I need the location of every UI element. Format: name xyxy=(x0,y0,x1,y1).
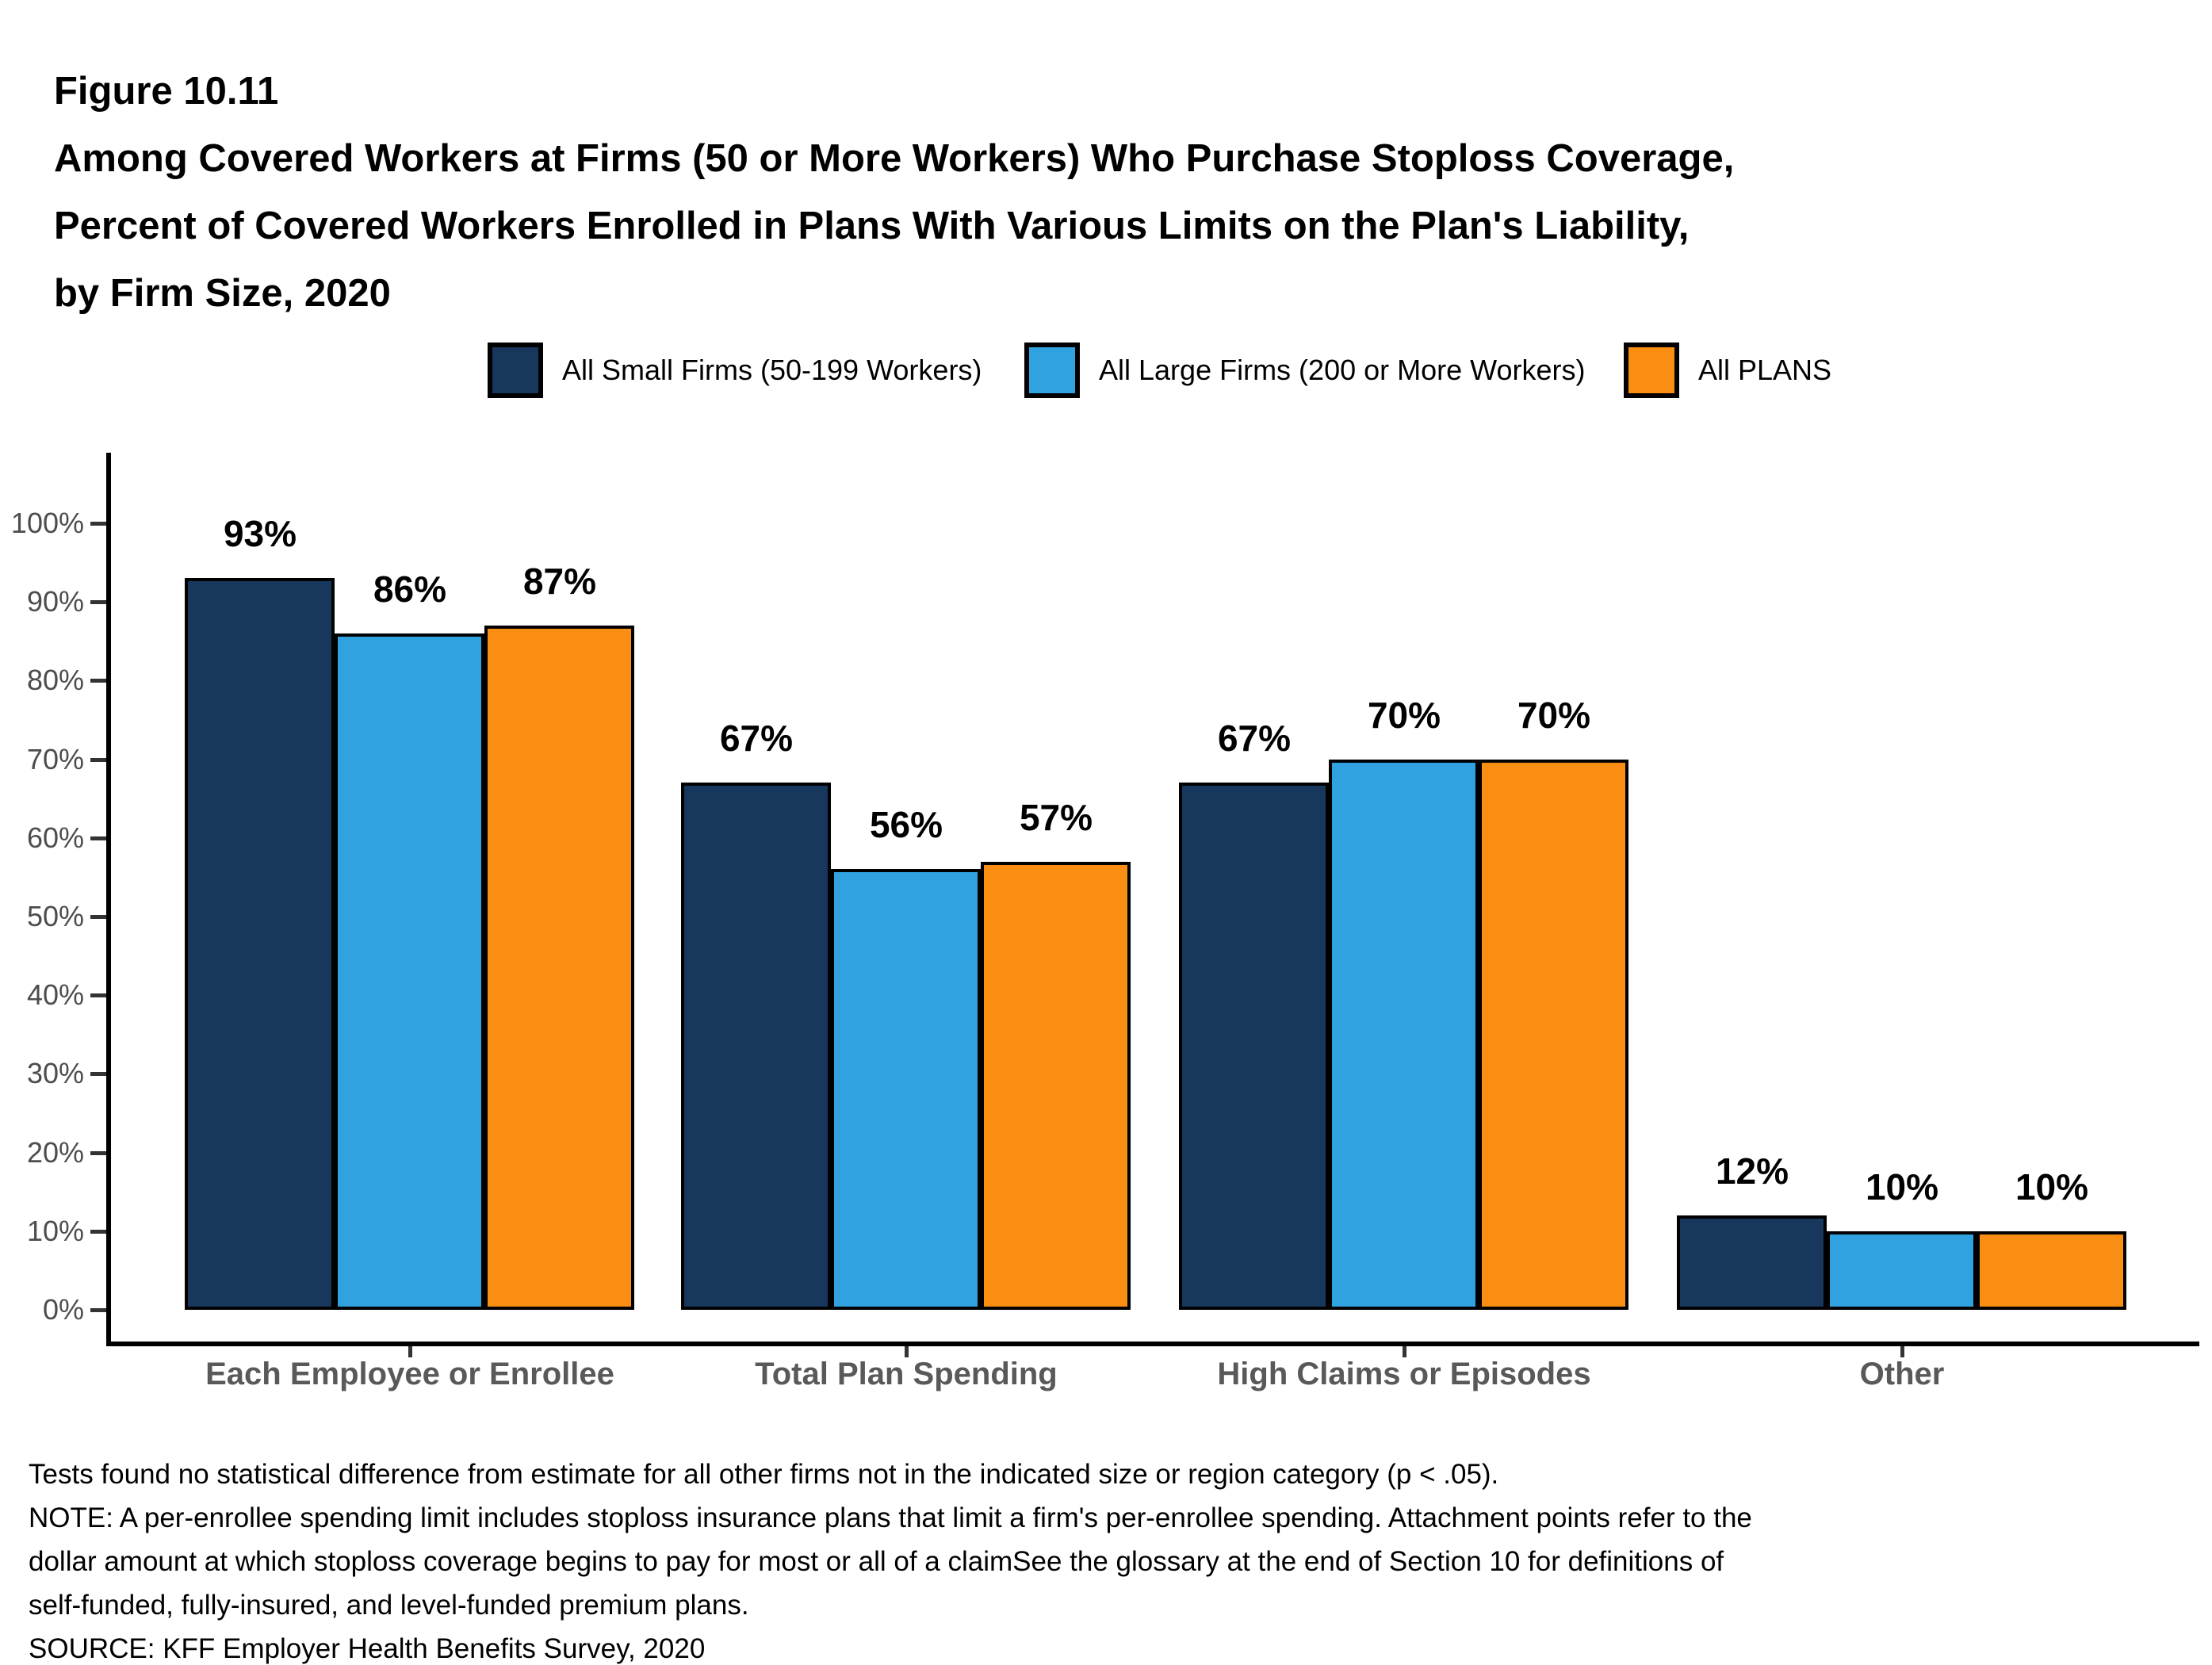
footnote-line-3: dollar amount at which stoploss coverage… xyxy=(29,1546,1724,1577)
figure-title-line-3: by Firm Size, 2020 xyxy=(54,272,391,315)
y-tick xyxy=(90,993,106,997)
legend-label-small-firms: All Small Firms (50-199 Workers) xyxy=(562,354,982,386)
figure-title-line-2: Percent of Covered Workers Enrolled in P… xyxy=(54,205,1690,247)
y-tick-label: 20% xyxy=(26,1136,84,1169)
y-tick xyxy=(90,679,106,683)
bar-value-label: 57% xyxy=(1019,797,1093,838)
legend-swatch-small-firms xyxy=(488,343,543,398)
bar-value-label: 10% xyxy=(1865,1166,1939,1208)
bar xyxy=(185,578,335,1310)
bar-value-label: 67% xyxy=(719,718,794,759)
legend-swatch-all-plans xyxy=(1624,343,1679,398)
y-tick xyxy=(90,758,106,762)
x-tick xyxy=(1900,1346,1904,1357)
y-tick xyxy=(90,522,106,526)
figure-number: Figure 10.11 xyxy=(54,70,279,113)
legend-label-all-plans: All PLANS xyxy=(1698,354,1832,386)
x-axis-category-label: Other xyxy=(1859,1357,1945,1391)
y-tick-label: 100% xyxy=(10,507,84,539)
y-tick-label: 70% xyxy=(26,743,84,775)
bar xyxy=(1827,1231,1977,1310)
y-tick xyxy=(90,836,106,840)
y-tick xyxy=(90,600,106,604)
bar-value-label: 70% xyxy=(1367,695,1441,736)
footnote-line-2: NOTE: A per-enrollee spending limit incl… xyxy=(29,1502,1752,1533)
y-tick-label: 60% xyxy=(26,821,84,854)
bar-value-label: 10% xyxy=(2015,1166,2089,1208)
footnote-line-4: self-funded, fully-insured, and level-fu… xyxy=(29,1590,749,1621)
bar xyxy=(1677,1215,1827,1310)
bar-value-label: 86% xyxy=(373,568,447,610)
y-tick xyxy=(90,915,106,919)
legend-item-all-plans: All PLANS xyxy=(1624,343,1831,398)
x-axis-category-label: Total Plan Spending xyxy=(755,1357,1058,1391)
bar-value-label: 87% xyxy=(522,561,597,602)
y-tick xyxy=(90,1151,106,1155)
y-tick-label: 90% xyxy=(26,585,84,618)
footnote-line-5: SOURCE: KFF Employer Health Benefits Sur… xyxy=(29,1633,706,1664)
legend-label-large-firms: All Large Firms (200 or More Workers) xyxy=(1099,354,1586,386)
bar-value-label: 70% xyxy=(1517,695,1591,736)
bar-value-label: 93% xyxy=(223,513,297,554)
bar xyxy=(1479,760,1628,1310)
x-tick xyxy=(905,1346,909,1357)
bar xyxy=(1329,760,1479,1310)
bar xyxy=(681,783,831,1310)
x-tick xyxy=(408,1346,412,1357)
y-tick-label: 30% xyxy=(26,1057,84,1089)
y-axis-line xyxy=(106,453,111,1346)
figure-title-line-1: Among Covered Workers at Firms (50 or Mo… xyxy=(54,137,1735,180)
x-axis-line xyxy=(106,1342,2199,1346)
x-axis-category-label: High Claims or Episodes xyxy=(1217,1357,1591,1391)
y-tick xyxy=(90,1308,106,1312)
y-tick-label: 0% xyxy=(42,1293,84,1326)
y-tick-label: 80% xyxy=(26,664,84,696)
y-tick xyxy=(90,1230,106,1234)
bar-value-label: 12% xyxy=(1715,1150,1789,1192)
y-tick-label: 10% xyxy=(26,1215,84,1247)
bar xyxy=(335,633,484,1310)
x-tick xyxy=(1403,1346,1406,1357)
footnotes: Tests found no statistical difference fr… xyxy=(29,1453,1752,1665)
legend-swatch-large-firms xyxy=(1024,343,1080,398)
bar-value-label: 56% xyxy=(869,804,943,845)
bar xyxy=(1977,1231,2126,1310)
figure-title: Figure 10.11 Among Covered Workers at Fi… xyxy=(54,58,1734,327)
bar-value-label: 67% xyxy=(1217,718,1292,759)
legend-item-large-firms: All Large Firms (200 or More Workers) xyxy=(1024,343,1585,398)
legend-item-small-firms: All Small Firms (50-199 Workers) xyxy=(488,343,982,398)
bar xyxy=(981,862,1131,1310)
bar xyxy=(831,869,981,1310)
bar xyxy=(1179,783,1329,1310)
x-axis-category-label: Each Employee or Enrollee xyxy=(205,1357,614,1391)
y-tick-label: 50% xyxy=(26,900,84,932)
y-tick xyxy=(90,1072,106,1076)
y-tick-label: 40% xyxy=(26,978,84,1011)
footnote-line-1: Tests found no statistical difference fr… xyxy=(29,1459,1499,1490)
chart-legend: All Small Firms (50-199 Workers) All Lar… xyxy=(0,343,2212,398)
bar xyxy=(484,626,634,1310)
